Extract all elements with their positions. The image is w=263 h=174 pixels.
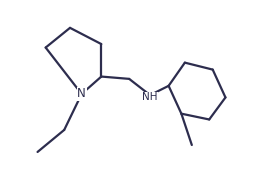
Text: N: N	[77, 88, 86, 100]
Text: NH: NH	[142, 92, 158, 102]
